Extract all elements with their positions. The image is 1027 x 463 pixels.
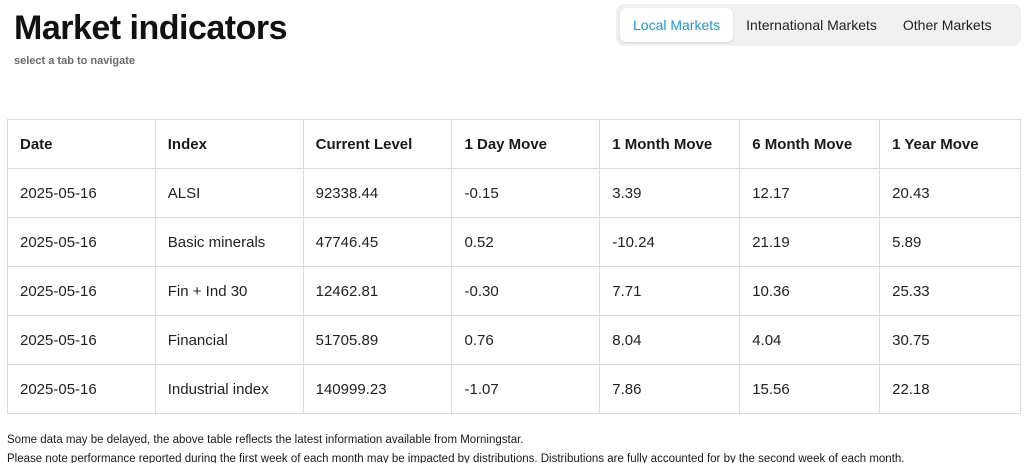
footer-notes: Some data may be delayed, the above tabl… (7, 431, 1021, 463)
column-header-6-month-move: 6 Month Move (739, 119, 881, 169)
cell-current-level: 12462.81 (302, 266, 453, 316)
cell-1-day-move: -0.15 (451, 168, 601, 218)
cell-1-month-move: 7.86 (599, 364, 741, 414)
market-indicators-table: Date Index Current Level 1 Day Move 1 Mo… (7, 119, 1021, 414)
cell-date: 2025-05-16 (7, 168, 156, 218)
tab-other-markets[interactable]: Other Markets (902, 17, 992, 33)
column-header-1-day-move: 1 Day Move (451, 119, 601, 169)
cell-1-year-move: 22.18 (879, 364, 1021, 414)
cell-index: Basic minerals (154, 217, 304, 267)
column-header-current-level: Current Level (302, 119, 453, 169)
cell-date: 2025-05-16 (7, 217, 156, 267)
cell-index: Industrial index (154, 364, 304, 414)
tab-local-markets[interactable]: Local Markets (620, 8, 734, 42)
column-header-date: Date (7, 119, 156, 169)
table-row: 2025-05-16 Financial 51705.89 0.76 8.04 … (7, 315, 1021, 365)
cell-1-year-move: 5.89 (879, 217, 1021, 267)
cell-index: Financial (154, 315, 304, 365)
page-subtitle: select a tab to navigate (14, 55, 136, 67)
cell-1-day-move: -1.07 (451, 364, 601, 414)
cell-1-year-move: 30.75 (879, 315, 1021, 365)
cell-current-level: 51705.89 (302, 315, 453, 365)
delay-disclaimer: Some data may be delayed, the above tabl… (7, 434, 524, 446)
page-title: Market indicators (14, 9, 288, 47)
cell-6-month-move: 10.36 (739, 266, 881, 316)
cell-1-day-move: 0.76 (451, 315, 601, 365)
cell-1-month-move: 3.39 (599, 168, 741, 218)
column-header-1-month-move: 1 Month Move (599, 119, 741, 169)
column-header-1-year-move: 1 Year Move (879, 119, 1021, 169)
cell-current-level: 92338.44 (302, 168, 453, 218)
cell-index: ALSI (154, 168, 304, 218)
cell-date: 2025-05-16 (7, 364, 156, 414)
table-row: 2025-05-16 Fin + Ind 30 12462.81 -0.30 7… (7, 266, 1021, 316)
market-tabs: Local Markets International Markets Othe… (616, 4, 1021, 46)
cell-1-month-move: -10.24 (599, 217, 741, 267)
cell-1-month-move: 7.71 (599, 266, 741, 316)
table-row: 2025-05-16 Basic minerals 47746.45 0.52 … (7, 217, 1021, 267)
cell-date: 2025-05-16 (7, 315, 156, 365)
cell-1-month-move: 8.04 (599, 315, 741, 365)
cell-current-level: 47746.45 (302, 217, 453, 267)
cell-1-day-move: 0.52 (451, 217, 601, 267)
cell-index: Fin + Ind 30 (154, 266, 304, 316)
cell-current-level: 140999.23 (302, 364, 453, 414)
cell-1-year-move: 20.43 (879, 168, 1021, 218)
table-row: 2025-05-16 ALSI 92338.44 -0.15 3.39 12.1… (7, 168, 1021, 218)
column-header-index: Index (154, 119, 304, 169)
cell-1-day-move: -0.30 (451, 266, 601, 316)
cell-6-month-move: 21.19 (739, 217, 881, 267)
table-header-row: Date Index Current Level 1 Day Move 1 Mo… (7, 119, 1021, 169)
cell-6-month-move: 12.17 (739, 168, 881, 218)
table-row: 2025-05-16 Industrial index 140999.23 -1… (7, 364, 1021, 414)
tab-international-markets[interactable]: International Markets (746, 17, 877, 33)
cell-6-month-move: 15.56 (739, 364, 881, 414)
cell-date: 2025-05-16 (7, 266, 156, 316)
distribution-disclaimer: Please note performance reported during … (7, 453, 905, 463)
cell-6-month-move: 4.04 (739, 315, 881, 365)
cell-1-year-move: 25.33 (879, 266, 1021, 316)
